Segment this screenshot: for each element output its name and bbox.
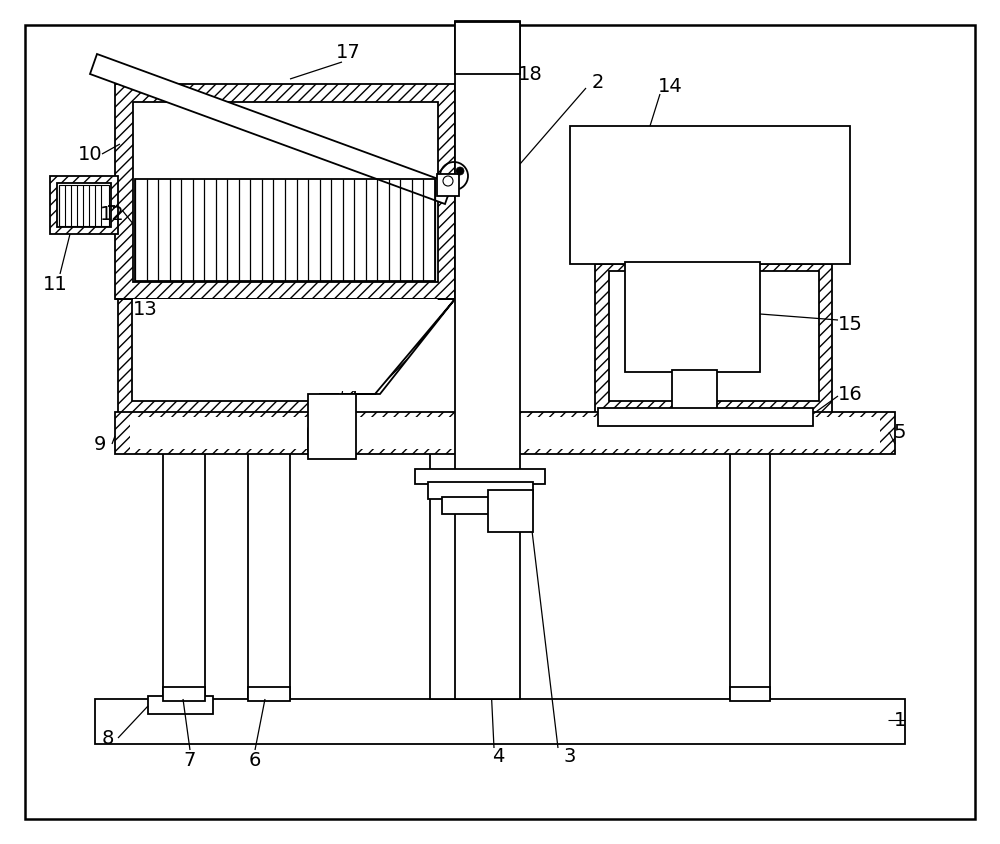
Bar: [118, 264, 355, 414]
Text: 18: 18: [518, 64, 542, 84]
Bar: [135, 107, 435, 179]
Text: 11: 11: [43, 274, 67, 294]
Text: 13: 13: [133, 300, 157, 318]
Bar: [95, 699, 905, 744]
Text: 3: 3: [564, 746, 576, 766]
Bar: [308, 394, 356, 459]
Bar: [163, 687, 205, 701]
Text: 7: 7: [184, 750, 196, 770]
Bar: [609, 271, 819, 401]
Text: 14: 14: [658, 77, 682, 95]
Bar: [132, 271, 342, 401]
Bar: [415, 469, 545, 484]
Bar: [470, 452, 508, 699]
Text: 10: 10: [78, 144, 102, 164]
Text: 5: 5: [894, 423, 906, 441]
Text: 15: 15: [838, 315, 862, 333]
Bar: [133, 102, 438, 282]
Bar: [135, 179, 435, 281]
Bar: [130, 417, 880, 449]
Text: 17: 17: [336, 42, 360, 62]
Bar: [163, 452, 205, 699]
Bar: [442, 497, 519, 514]
Text: 9: 9: [94, 435, 106, 453]
Text: 1: 1: [894, 711, 906, 729]
Bar: [488, 490, 533, 532]
Circle shape: [456, 167, 464, 175]
Bar: [595, 264, 832, 414]
Bar: [428, 482, 533, 499]
Bar: [115, 84, 455, 299]
Text: 2: 2: [592, 73, 604, 91]
Bar: [50, 176, 118, 234]
Bar: [59, 185, 109, 226]
Bar: [148, 696, 213, 714]
Bar: [115, 412, 895, 454]
Bar: [570, 126, 850, 264]
Text: 6: 6: [249, 750, 261, 770]
Bar: [598, 408, 813, 426]
Bar: [455, 22, 520, 74]
Polygon shape: [115, 299, 455, 451]
Bar: [625, 262, 760, 372]
Bar: [248, 452, 290, 699]
Bar: [316, 398, 350, 454]
Bar: [672, 370, 717, 412]
Bar: [730, 452, 770, 699]
Bar: [430, 452, 468, 699]
Text: 12: 12: [100, 204, 124, 224]
Text: 4: 4: [492, 746, 504, 766]
Bar: [57, 183, 111, 227]
Bar: [455, 21, 520, 699]
Bar: [730, 687, 770, 701]
Polygon shape: [133, 299, 438, 451]
Polygon shape: [90, 54, 452, 204]
Text: 16: 16: [838, 385, 862, 403]
Text: 8: 8: [102, 728, 114, 748]
Bar: [248, 687, 290, 701]
Bar: [437, 174, 459, 196]
